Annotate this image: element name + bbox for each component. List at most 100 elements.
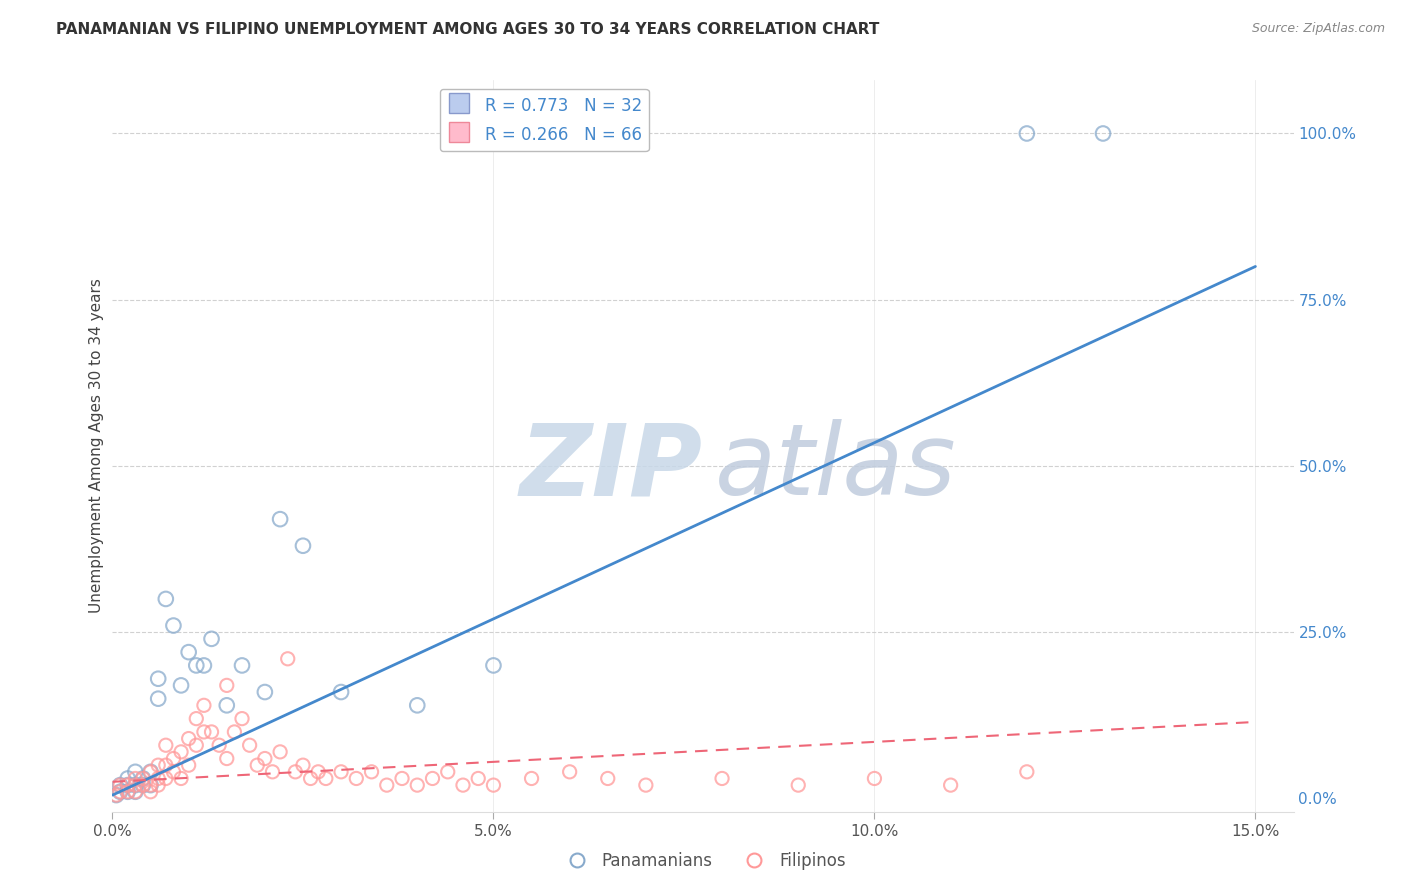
Point xyxy=(277,652,299,666)
Point xyxy=(155,738,177,752)
Text: Source: ZipAtlas.com: Source: ZipAtlas.com xyxy=(1251,22,1385,36)
Point xyxy=(391,772,413,786)
Point xyxy=(1015,127,1038,141)
Point xyxy=(124,785,146,799)
Point xyxy=(162,618,184,632)
Point xyxy=(315,772,337,786)
Y-axis label: Unemployment Among Ages 30 to 34 years: Unemployment Among Ages 30 to 34 years xyxy=(89,278,104,614)
Text: atlas: atlas xyxy=(714,419,956,516)
Point xyxy=(406,698,429,713)
Point xyxy=(124,778,146,792)
Point xyxy=(132,772,155,786)
Point xyxy=(253,751,276,765)
Legend: Panamanians, Filipinos: Panamanians, Filipinos xyxy=(554,846,852,877)
Point xyxy=(224,725,246,739)
Point xyxy=(148,778,170,792)
Point xyxy=(108,785,131,799)
Point xyxy=(105,788,128,802)
Point xyxy=(155,758,177,772)
Point xyxy=(139,764,162,779)
Point xyxy=(215,751,238,765)
Point xyxy=(215,698,238,713)
Point xyxy=(162,764,184,779)
Point xyxy=(108,778,131,792)
Point xyxy=(148,691,170,706)
Point xyxy=(344,772,367,786)
Point xyxy=(124,778,146,792)
Point xyxy=(105,788,128,802)
Point xyxy=(375,778,398,792)
Point xyxy=(330,685,353,699)
Point xyxy=(1092,127,1115,141)
Point xyxy=(787,778,810,792)
Point xyxy=(422,772,444,786)
Point xyxy=(132,772,155,786)
Point xyxy=(117,772,139,786)
Point xyxy=(117,778,139,792)
Point xyxy=(162,751,184,765)
Point xyxy=(1015,764,1038,779)
Point xyxy=(186,658,208,673)
Point xyxy=(108,778,131,792)
Point xyxy=(299,772,322,786)
Point xyxy=(193,698,215,713)
Point xyxy=(262,764,284,779)
Point xyxy=(253,685,276,699)
Point xyxy=(215,678,238,692)
Point xyxy=(634,778,657,792)
Point xyxy=(360,764,382,779)
Point xyxy=(177,645,200,659)
Point xyxy=(482,778,505,792)
Point xyxy=(124,785,146,799)
Point xyxy=(291,539,314,553)
Point xyxy=(124,764,146,779)
Point xyxy=(451,778,474,792)
Point xyxy=(193,725,215,739)
Point xyxy=(939,778,962,792)
Point xyxy=(170,745,193,759)
Point xyxy=(482,658,505,673)
Point xyxy=(239,738,262,752)
Point xyxy=(148,772,170,786)
Point xyxy=(186,712,208,726)
Point xyxy=(170,772,193,786)
Point xyxy=(330,764,353,779)
Point xyxy=(177,731,200,746)
Point xyxy=(177,758,200,772)
Point xyxy=(148,758,170,772)
Point xyxy=(711,772,734,786)
Point xyxy=(117,778,139,792)
Point xyxy=(139,778,162,792)
Point xyxy=(231,658,253,673)
Point xyxy=(139,778,162,792)
Point xyxy=(208,738,231,752)
Text: ZIP: ZIP xyxy=(520,419,703,516)
Point xyxy=(558,764,581,779)
Point xyxy=(148,672,170,686)
Point xyxy=(132,778,155,792)
Point xyxy=(124,772,146,786)
Point xyxy=(200,725,222,739)
Point xyxy=(155,772,177,786)
Point xyxy=(139,785,162,799)
Point xyxy=(108,785,131,799)
Point xyxy=(406,778,429,792)
Point xyxy=(155,591,177,606)
Point xyxy=(132,778,155,792)
Point xyxy=(186,738,208,752)
Point xyxy=(467,772,489,786)
Point xyxy=(436,764,458,779)
Point xyxy=(231,712,253,726)
Point xyxy=(200,632,222,646)
Point xyxy=(170,678,193,692)
Point xyxy=(139,764,162,779)
Text: PANAMANIAN VS FILIPINO UNEMPLOYMENT AMONG AGES 30 TO 34 YEARS CORRELATION CHART: PANAMANIAN VS FILIPINO UNEMPLOYMENT AMON… xyxy=(56,22,880,37)
Point xyxy=(284,764,307,779)
Point xyxy=(193,658,215,673)
Point xyxy=(520,772,543,786)
Point xyxy=(246,758,269,772)
Point xyxy=(863,772,886,786)
Point xyxy=(307,764,329,779)
Point xyxy=(117,785,139,799)
Point xyxy=(117,785,139,799)
